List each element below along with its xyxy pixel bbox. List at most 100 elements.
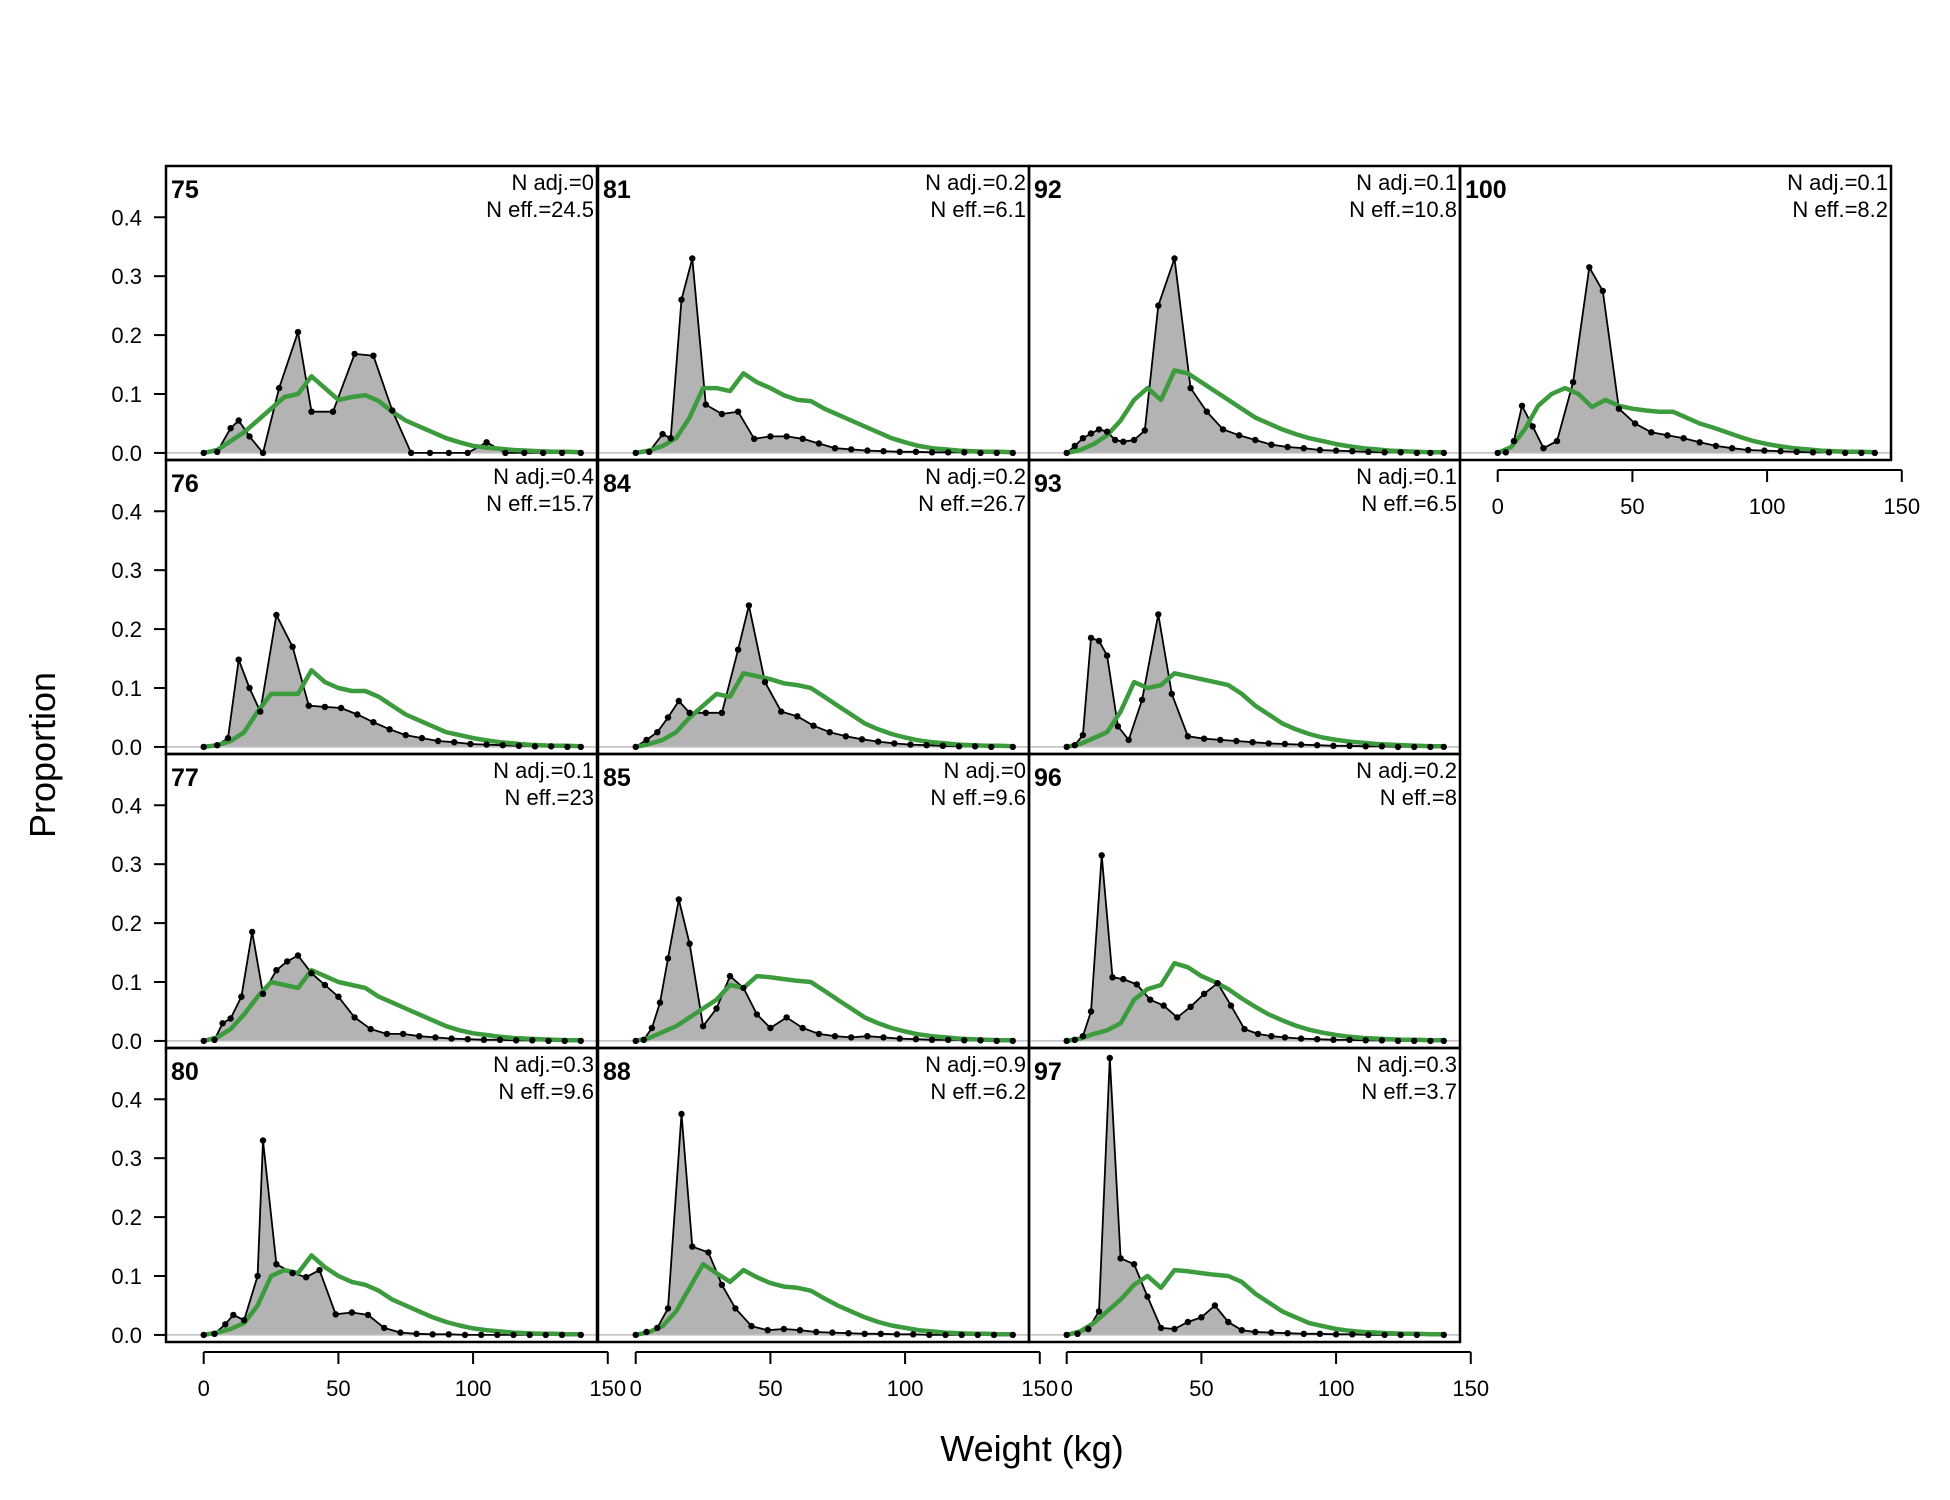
observed-point-84-25 [1009,743,1016,751]
observed-point-97-17 [1284,1330,1291,1337]
observed-point-81-12 [799,435,806,442]
observed-point-76-9 [321,703,329,711]
observed-point-80-10 [316,1266,323,1274]
observed-point-97-20 [1332,1331,1340,1338]
observed-point-75-6 [275,384,283,392]
panel-97: 97 N adj.=0.3N eff.=3.7 [1027,1046,1462,1344]
observed-point-93-27 [1440,743,1448,751]
x-tick-label: 100 [455,1376,492,1401]
observed-point-76-13 [386,726,393,733]
n-adj-84: N adj.=0.2 [925,464,1026,489]
observed-point-88-18 [893,1331,901,1338]
observed-point-75-0 [200,449,207,457]
observed-point-92-1 [1071,442,1079,450]
observed-point-93-24 [1394,743,1402,751]
observed-point-84-12 [794,713,801,720]
observed-area-80 [203,1140,581,1335]
observed-point-92-28 [1440,449,1448,457]
observed-point-88-12 [796,1327,804,1334]
observed-point-88-22 [958,1331,965,1339]
panel-year-100: 100 [1465,176,1507,204]
observed-point-84-11 [778,708,785,715]
y-tick-label: 0.2 [111,617,142,642]
observed-point-77-1 [211,1036,218,1044]
observed-point-85-25 [977,1037,984,1044]
n-adj-76: N adj.=0.4 [493,464,594,489]
observed-point-93-12 [1200,735,1208,742]
observed-point-84-21 [939,742,946,749]
panel-frame-97 [1027,1046,1462,1344]
panel-year-75: 75 [171,176,199,204]
observed-point-85-21 [912,1036,920,1043]
observed-point-88-1 [643,1328,650,1336]
n-eff-88: N eff.=6.2 [930,1079,1026,1104]
observed-point-80-6 [259,1137,267,1144]
expected-line-88 [635,1261,1013,1338]
observed-area-75 [203,332,581,453]
observed-point-96-8 [1147,996,1154,1003]
observed-point-75-14 [426,449,434,457]
observed-point-85-15 [815,1030,823,1038]
observed-point-77-5 [249,928,256,936]
y-tick-label: 0.0 [111,735,142,760]
x-tick-label: 50 [1189,1376,1213,1401]
observed-point-96-12 [1200,990,1208,997]
observed-point-93-17 [1281,740,1289,748]
panel-88: 88 N adj.=0.9N eff.=6.2 [596,1046,1031,1344]
panel-80: 80 N adj.=0.3N eff.=9.6 [164,1046,599,1344]
observed-point-84-19 [907,741,914,748]
observed-point-96-6 [1120,975,1127,983]
observed-point-85-24 [961,1037,968,1044]
observed-point-84-17 [875,738,882,745]
observed-point-84-0 [632,743,639,751]
panel-84: 84 N adj.=0.2N eff.=26.7 [596,458,1031,756]
n-adj-92: N adj.=0.1 [1356,170,1457,195]
observed-point-85-11 [753,1011,761,1018]
observed-point-80-4 [240,1317,248,1324]
observed-point-88-21 [942,1331,949,1339]
observed-point-77-27 [577,1037,584,1045]
observed-point-80-1 [211,1330,218,1338]
observed-point-75-16 [464,449,471,457]
observed-point-88-10 [764,1327,771,1334]
expected-line-92 [1066,368,1444,456]
observed-point-77-7 [273,967,280,974]
n-eff-92: N eff.=10.8 [1349,197,1457,222]
observed-point-77-17 [416,1033,423,1040]
observed-point-85-14 [799,1024,806,1032]
observed-point-81-10 [767,433,774,440]
observed-point-100-26 [1871,449,1879,457]
observed-point-77-8 [284,958,291,965]
observed-point-93-4 [1095,637,1103,645]
observed-point-100-24 [1842,449,1849,457]
observed-point-75-9 [329,408,337,415]
n-adj-75: N adj.=0 [511,170,594,195]
observed-point-77-15 [383,1030,391,1038]
observed-point-80-17 [429,1331,436,1338]
n-eff-75: N eff.=24.5 [486,197,594,222]
observed-point-85-9 [726,972,734,980]
observed-point-81-8 [734,408,742,415]
observed-point-100-5 [1540,445,1547,452]
n-eff-85: N eff.=9.6 [930,785,1026,810]
observed-point-75-4 [246,433,253,440]
observed-point-80-15 [397,1329,404,1336]
n-eff-100: N eff.=8.2 [1792,197,1888,222]
observed-point-93-14 [1233,737,1240,745]
observed-point-76-23 [548,743,555,750]
observed-point-77-21 [480,1036,488,1044]
n-eff-93: N eff.=6.5 [1361,491,1457,516]
observed-point-81-7 [718,410,726,418]
observed-point-100-1 [1502,449,1510,456]
observed-point-84-15 [842,733,849,740]
y-tick-label: 0.1 [111,1264,142,1289]
observed-point-84-3 [664,714,672,721]
observed-point-76-7 [289,643,296,650]
y-tick-label: 0.4 [111,205,142,230]
panels-layer: 75 N adj.=0N eff.=24.581 N adj.=0.2N eff.=… [164,164,1893,1344]
observed-point-97-19 [1316,1330,1324,1338]
observed-point-100-15 [1696,439,1703,446]
observed-point-100-14 [1680,435,1687,442]
observed-point-77-18 [432,1034,439,1041]
x-axis-col-4: 0 50 100 150 [1492,469,1920,519]
